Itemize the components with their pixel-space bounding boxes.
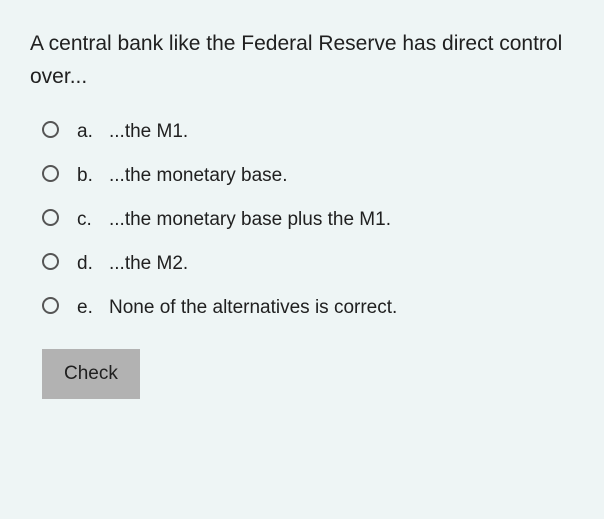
option-text: None of the alternatives is correct. xyxy=(109,297,397,319)
option-text: ...the monetary base plus the M1. xyxy=(109,209,391,231)
radio-icon[interactable] xyxy=(42,165,59,182)
radio-icon[interactable] xyxy=(42,209,59,226)
option-letter: c. xyxy=(77,209,109,231)
check-button[interactable]: Check xyxy=(42,349,140,399)
option-letter: b. xyxy=(77,165,109,187)
option-a[interactable]: a. ...the M1. xyxy=(42,121,574,143)
radio-icon[interactable] xyxy=(42,297,59,314)
question-text: A central bank like the Federal Reserve … xyxy=(30,28,574,93)
option-text: ...the monetary base. xyxy=(109,165,288,187)
option-letter: d. xyxy=(77,253,109,275)
option-text: ...the M2. xyxy=(109,253,188,275)
radio-icon[interactable] xyxy=(42,121,59,138)
option-c[interactable]: c. ...the monetary base plus the M1. xyxy=(42,209,574,231)
option-letter: a. xyxy=(77,121,109,143)
option-b[interactable]: b. ...the monetary base. xyxy=(42,165,574,187)
option-text: ...the M1. xyxy=(109,121,188,143)
option-e[interactable]: e. None of the alternatives is correct. xyxy=(42,297,574,319)
option-d[interactable]: d. ...the M2. xyxy=(42,253,574,275)
quiz-container: A central bank like the Federal Reserve … xyxy=(0,0,604,519)
option-letter: e. xyxy=(77,297,109,319)
radio-icon[interactable] xyxy=(42,253,59,270)
options-list: a. ...the M1. b. ...the monetary base. c… xyxy=(30,121,574,319)
